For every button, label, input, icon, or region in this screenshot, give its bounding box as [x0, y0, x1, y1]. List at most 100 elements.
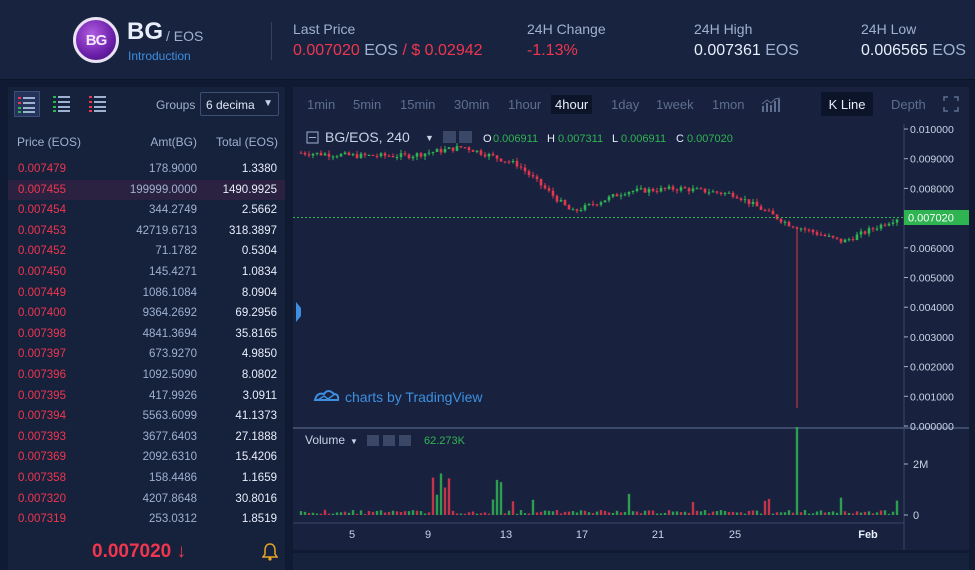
ask-row[interactable]: 0.007358 158.4486 1.1659 — [8, 468, 285, 489]
volume-bar — [467, 512, 471, 515]
settings-icon[interactable] — [443, 131, 456, 143]
book-view-bids-icon[interactable] — [50, 91, 76, 117]
price-chart[interactable]: 0.0100000.0090000.0080000.0070000.006000… — [293, 124, 969, 550]
candle-body — [691, 188, 695, 192]
volume-close-icon[interactable] — [399, 435, 411, 446]
indicators-icon[interactable] — [761, 97, 781, 118]
timeframe-1min[interactable]: 1min — [307, 97, 336, 112]
book-view-both-icon[interactable] — [14, 91, 40, 117]
collapse-legend-icon[interactable] — [306, 131, 319, 144]
candle-body — [703, 188, 707, 193]
fullscreen-icon[interactable] — [943, 96, 959, 117]
high-unit: EOS — [765, 42, 799, 59]
timeframe-1mon[interactable]: 1mon — [712, 97, 745, 112]
ask-row[interactable]: 0.007319 253.0312 1.8519 — [8, 509, 285, 530]
ask-row[interactable]: 0.007479 178.9000 1.3380 — [8, 159, 285, 180]
ask-row[interactable]: 0.007369 2092.6310 15.4206 — [8, 447, 285, 468]
candle-body — [487, 153, 491, 157]
ask-row[interactable]: 0.007398 4841.3694 35.8165 — [8, 324, 285, 345]
kline-tab[interactable]: K Line — [821, 92, 873, 116]
timeframe-1week[interactable]: 1week — [656, 97, 694, 112]
candle-body — [711, 191, 715, 193]
candle-body — [607, 196, 611, 201]
ask-row[interactable]: 0.007400 9364.2692 69.2956 — [8, 303, 285, 324]
ask-row[interactable]: 0.007393 3677.6403 27.1888 — [8, 427, 285, 448]
volume-bar — [663, 512, 667, 515]
low-number: 0.006565 — [861, 42, 928, 59]
candle-body — [719, 192, 723, 194]
candle-body — [767, 210, 771, 212]
volume-bar — [715, 511, 719, 515]
volume-bar — [387, 511, 391, 515]
ask-row[interactable]: 0.007449 1086.1084 8.0904 — [8, 283, 285, 304]
scroll-handle-icon[interactable] — [296, 302, 301, 322]
bell-icon[interactable] — [261, 543, 279, 561]
ask-row[interactable]: 0.007397 673.9270 4.9850 — [8, 344, 285, 365]
candle-body — [831, 235, 835, 238]
introduction-link[interactable]: Introduction — [128, 49, 191, 63]
volume-bar — [419, 511, 423, 515]
volume-bar — [575, 512, 579, 515]
volume-bar — [771, 513, 775, 515]
book-last-price: 0.007020 ↓ — [92, 541, 187, 562]
candle-body — [423, 153, 427, 157]
volume-bar — [599, 510, 603, 515]
depth-tab[interactable]: Depth — [891, 97, 926, 112]
volume-label[interactable]: Volume — [305, 433, 345, 447]
volume-bar — [775, 512, 779, 515]
candle-body — [323, 153, 327, 156]
ask-row[interactable]: 0.007454 344.2749 2.5662 — [8, 200, 285, 221]
tradingview-watermark[interactable]: charts by TradingView — [313, 389, 483, 405]
volume-bar — [315, 513, 319, 515]
volume-visibility-icon[interactable] — [367, 435, 379, 446]
candle-body — [611, 194, 615, 197]
candle-body — [807, 229, 811, 231]
candle-body — [575, 209, 579, 211]
volume-bar — [367, 511, 371, 515]
candle-body — [351, 154, 355, 156]
volume-chevron-icon[interactable]: ▼ — [350, 437, 358, 446]
ask-row[interactable]: 0.007396 1092.5090 8.0802 — [8, 365, 285, 386]
book-view-asks-icon[interactable] — [86, 91, 112, 117]
volume-bar — [327, 513, 331, 515]
ask-row[interactable]: 0.007320 4207.8648 30.8016 — [8, 489, 285, 510]
ask-price: 0.007358 — [18, 471, 66, 484]
close-icon[interactable] — [459, 131, 472, 143]
volume-bar — [643, 510, 647, 515]
ask-row[interactable]: 0.007395 417.9926 3.0911 — [8, 386, 285, 407]
volume-settings-icon[interactable] — [383, 435, 395, 446]
groups-select-value: 6 decima — [206, 98, 255, 112]
symbol-chevron-icon[interactable]: ▼ — [425, 133, 434, 143]
volume-bar — [783, 512, 787, 515]
timeframe-30min[interactable]: 30min — [454, 97, 490, 112]
timeframe-5min[interactable]: 5min — [353, 97, 382, 112]
volume-bar — [399, 512, 403, 515]
ask-row[interactable]: 0.007453 42719.6713 318.3897 — [8, 221, 285, 242]
candle-body — [439, 149, 443, 153]
timeframe-1hour[interactable]: 1hour — [508, 97, 542, 112]
volume-bar — [351, 510, 355, 515]
candle-body — [779, 219, 783, 223]
volume-bar — [647, 510, 651, 515]
ask-row[interactable]: 0.007452 71.1782 0.5304 — [8, 241, 285, 262]
timeframe-4hour[interactable]: 4hour — [551, 95, 593, 114]
volume-bar — [443, 487, 447, 515]
volume-bar — [855, 511, 859, 515]
ask-row[interactable]: 0.007455 199999.0000 1490.9925 — [8, 179, 285, 201]
ask-row[interactable]: 0.007450 145.4271 1.0834 — [8, 262, 285, 283]
symbol-label[interactable]: BG/EOS, 240 — [325, 129, 410, 145]
ask-row[interactable]: 0.007394 5563.6099 41.1373 — [8, 406, 285, 427]
ohlc-c: 0.007020 — [687, 133, 733, 145]
timeframe-15min[interactable]: 15min — [400, 97, 436, 112]
volume-bar — [631, 511, 635, 515]
volume-bar — [815, 511, 819, 515]
cloud-icon — [313, 390, 340, 401]
price-tick-label: 0.005000 — [910, 273, 954, 285]
volume-bar — [635, 511, 639, 515]
timeframe-1day[interactable]: 1day — [611, 97, 640, 112]
candle-body — [839, 238, 843, 243]
groups-select[interactable]: 6 decima ▼ — [200, 92, 279, 116]
price-tick-label: 0.000000 — [910, 421, 954, 433]
candle-body — [459, 146, 463, 148]
ask-amount: 71.1782 — [155, 245, 197, 258]
